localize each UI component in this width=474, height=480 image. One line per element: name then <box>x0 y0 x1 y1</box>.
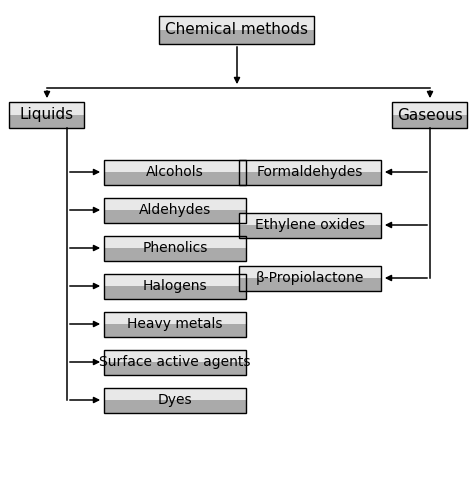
Bar <box>9 115 84 128</box>
Bar <box>104 197 246 210</box>
Bar <box>104 274 246 299</box>
Text: Dyes: Dyes <box>158 393 192 407</box>
Text: Chemical methods: Chemical methods <box>165 23 309 37</box>
Text: Surface active agents: Surface active agents <box>99 355 251 369</box>
Bar <box>159 16 315 44</box>
Bar <box>104 197 246 223</box>
Bar <box>239 265 381 278</box>
Bar <box>104 236 246 248</box>
Bar <box>239 278 381 290</box>
Bar <box>9 102 84 128</box>
Bar <box>104 312 246 324</box>
Bar <box>104 172 246 184</box>
Bar <box>104 387 246 400</box>
Text: Ethylene oxides: Ethylene oxides <box>255 218 365 232</box>
Bar <box>104 312 246 336</box>
Bar <box>104 159 246 184</box>
Bar <box>9 102 84 115</box>
Bar <box>104 349 246 374</box>
Bar <box>104 324 246 336</box>
Bar <box>104 210 246 223</box>
Bar <box>392 115 467 128</box>
Text: Liquids: Liquids <box>20 108 74 122</box>
Bar <box>239 159 381 184</box>
Bar <box>104 387 246 412</box>
Text: Phenolics: Phenolics <box>142 241 208 255</box>
Text: Halogens: Halogens <box>143 279 207 293</box>
Bar <box>104 236 246 261</box>
Bar <box>239 213 381 225</box>
Bar <box>104 248 246 261</box>
Bar <box>104 349 246 362</box>
Bar <box>392 102 467 115</box>
Text: Heavy metals: Heavy metals <box>127 317 223 331</box>
Text: β-Propiolactone: β-Propiolactone <box>256 271 364 285</box>
Text: Gaseous: Gaseous <box>397 108 463 122</box>
Bar <box>239 172 381 184</box>
Text: Formaldehydes: Formaldehydes <box>257 165 363 179</box>
Bar <box>104 286 246 299</box>
Bar <box>104 274 246 286</box>
Bar <box>239 159 381 172</box>
Text: Alcohols: Alcohols <box>146 165 204 179</box>
Bar <box>159 16 315 30</box>
Bar <box>239 265 381 290</box>
Bar <box>104 159 246 172</box>
Bar <box>104 362 246 374</box>
Bar <box>239 213 381 238</box>
Bar <box>392 102 467 128</box>
Text: Aldehydes: Aldehydes <box>139 203 211 217</box>
Bar <box>159 30 315 44</box>
Bar <box>104 400 246 412</box>
Bar <box>239 225 381 238</box>
